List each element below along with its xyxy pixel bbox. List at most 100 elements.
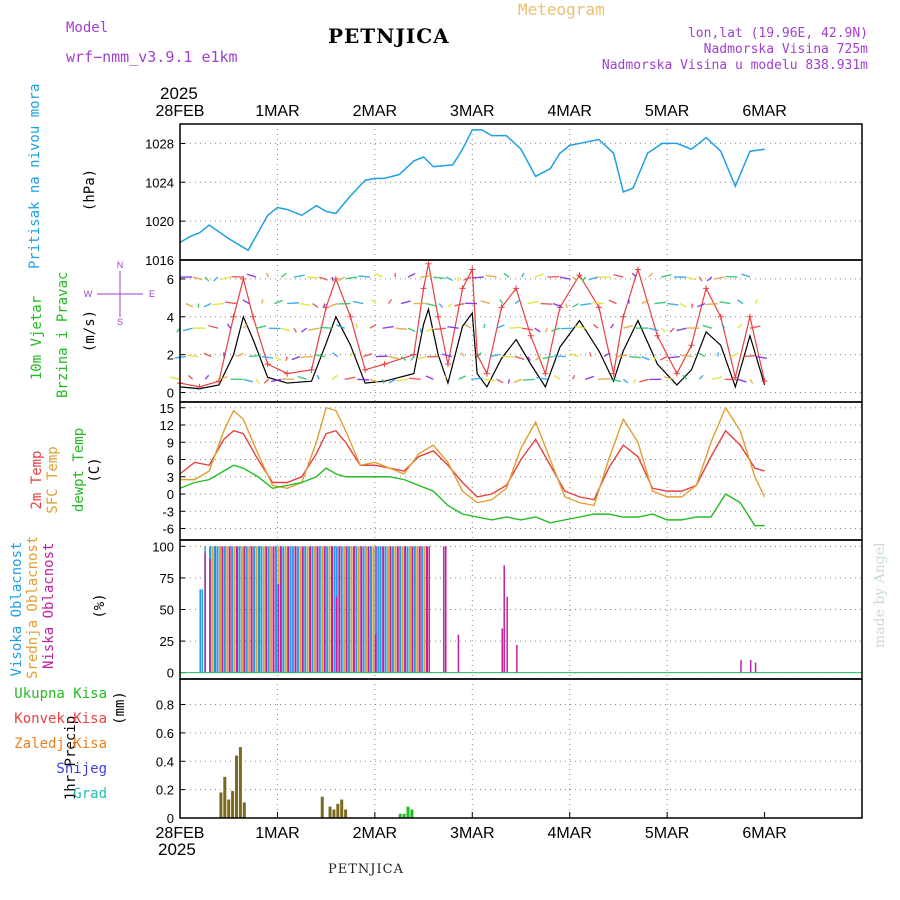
precip-rain_convective-bar [242,802,246,818]
wind-arrow [641,299,650,305]
wind-arrow [514,299,521,305]
wind-arrow [668,355,680,359]
cloud-low-bar [209,558,211,673]
gust-marker [717,313,724,320]
cloud-bar [223,546,226,673]
gust-marker [264,361,271,368]
precip-rain_total-bar [410,809,414,818]
wind-arrow [661,274,672,278]
wind-arrow [344,376,356,380]
wind-arrow [186,354,199,358]
wind-arrow [246,273,257,278]
wind-arrow [755,355,767,359]
wind-arrow [441,353,452,358]
cloud-bar [233,546,236,673]
cloud-bar [270,546,273,673]
wind-arrow [285,356,288,361]
wind-arrow [503,272,510,278]
wind-arrow [483,378,496,382]
wind-arrow [711,376,723,380]
gust-marker [542,370,549,377]
cloud-low-bar [501,628,504,673]
x-tick-label-bottom: 5MAR [645,825,689,842]
cloud-bar [426,546,429,673]
wind-arrow [702,324,713,329]
cloud-high-bar [292,546,294,673]
cloud-bar [274,546,277,673]
wind-arrow [407,327,416,333]
wind-arrow [514,355,525,360]
wind-arrow [485,274,497,278]
wind-arrow [274,299,283,305]
wind-arrow [527,356,531,362]
y-tick-label: -3 [162,504,174,519]
cloud-high-bar [214,546,216,673]
gust-marker [576,272,583,279]
wind-arrow [544,327,548,333]
wind-arrow [572,276,578,282]
cloud-low-bar [503,565,505,673]
wind-arrow [438,303,444,309]
wind-arrow [255,378,260,384]
chart-title: Meteogram [518,0,605,19]
cloud-bar [406,546,409,673]
wind-arrow [203,302,212,308]
cloud-bar [387,546,390,673]
wind-arrow [226,323,232,329]
wind-arrow [579,302,592,306]
cloud-bar [236,546,239,673]
y-tick-label: 1024 [145,175,174,190]
y-tick-label: 0.2 [156,783,174,798]
wind-arrow [641,355,650,361]
wind-arrow [698,374,704,380]
wind-arrow [569,352,579,358]
gust-marker [469,266,476,273]
precip-rain_convective-bar [344,809,348,818]
wind-arrow [559,276,571,280]
wind-arrow [331,374,338,380]
cloud-bar [304,546,307,673]
y-tick-label: 1020 [145,214,174,229]
wind-arrow [698,352,706,358]
wind-arrow [433,276,445,280]
cloud-bar [313,546,316,673]
wind-speed-line [179,306,766,390]
wind-arrow [697,302,706,308]
gust-marker [513,285,520,292]
wind-arrow [648,272,654,278]
legend-freezing-rain: Zaledj.Kisa [14,736,107,752]
wind-arrow [320,326,333,329]
cloud-bar [248,546,251,673]
gust-marker [425,260,432,267]
pressure-line [179,129,765,252]
precip-rain_convective-bar [227,799,231,818]
x-tick-label-top: 1MAR [255,103,299,120]
cloud-bar [394,546,397,673]
wind-arrow [496,378,504,384]
wind-arrow [255,325,267,329]
model-name: wrf−nmm_v3.9.1 e1km [66,48,238,66]
precip-rain_convective-bar [332,809,336,818]
cloud-bar [384,546,387,673]
cloud-bar [352,546,355,673]
wind-arrow [743,354,755,358]
temp-temp2m-line [179,429,765,501]
cloud-bar [348,546,351,673]
cloud-bar [267,546,270,673]
wind-arrow [616,354,628,358]
gust-marker [308,366,315,373]
wind-arrow [603,352,611,358]
precip-rain_convective-bar [219,792,223,818]
wind-arrow [382,325,394,329]
wind-arrow [357,378,370,381]
wind-arrow [265,272,270,278]
cloud-bar [323,546,326,673]
wind-arrow [682,374,688,380]
y-tick-label: 100 [152,539,174,554]
cloud-bar [372,546,375,673]
wind-arrow [553,374,561,380]
wind-arrow [274,355,282,361]
compass-east: E [149,289,155,299]
wind-arrow [319,276,328,281]
gust-marker [362,366,369,373]
